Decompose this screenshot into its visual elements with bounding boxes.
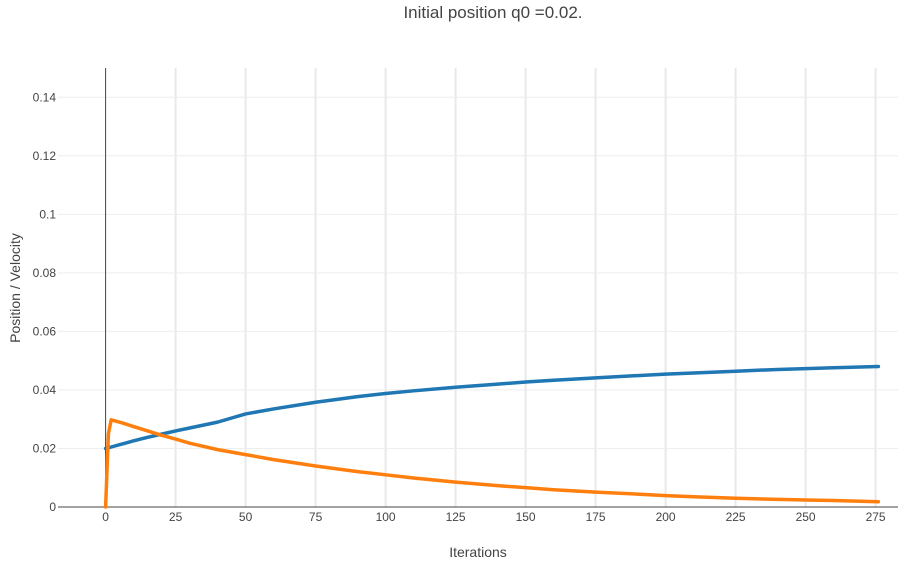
y-tick-label: 0.06 (33, 324, 57, 338)
tick-labels: 0 25 50 75 100 125 150 175 200 225 250 275 0 0.02 0.04… (33, 90, 886, 524)
axes (58, 68, 898, 508)
y-tick-label: 0.1 (39, 207, 56, 221)
data-series (103, 364, 881, 509)
y-tick-label: 0 (49, 500, 56, 514)
grid-lines (58, 68, 898, 507)
y-tick-label: 0.14 (33, 90, 57, 104)
x-tick-label: 100 (376, 510, 396, 524)
y-tick-label: 0.08 (33, 266, 57, 280)
x-tick-label: 50 (239, 510, 253, 524)
x-tick-label: 0 (102, 510, 109, 524)
x-tick-label: 125 (446, 510, 466, 524)
y-tick-label: 0.04 (33, 383, 57, 397)
x-tick-label: 200 (656, 510, 676, 524)
x-tick-label: 225 (726, 510, 746, 524)
x-tick-label: 175 (586, 510, 606, 524)
x-tick-label: 25 (169, 510, 183, 524)
chart-title: Initial position q0 =0.02. (403, 3, 582, 22)
x-axis-title: Iterations (449, 544, 507, 560)
x-tick-label: 250 (796, 510, 816, 524)
x-tick-label: 75 (309, 510, 323, 524)
series-line-1 (103, 364, 881, 451)
y-tick-label: 0.02 (33, 441, 57, 455)
x-tick-label: 275 (866, 510, 886, 524)
y-axis-title: Position / Velocity (7, 233, 23, 343)
series-line-2 (103, 418, 881, 509)
x-tick-label: 150 (516, 510, 536, 524)
y-tick-label: 0.12 (33, 149, 57, 163)
